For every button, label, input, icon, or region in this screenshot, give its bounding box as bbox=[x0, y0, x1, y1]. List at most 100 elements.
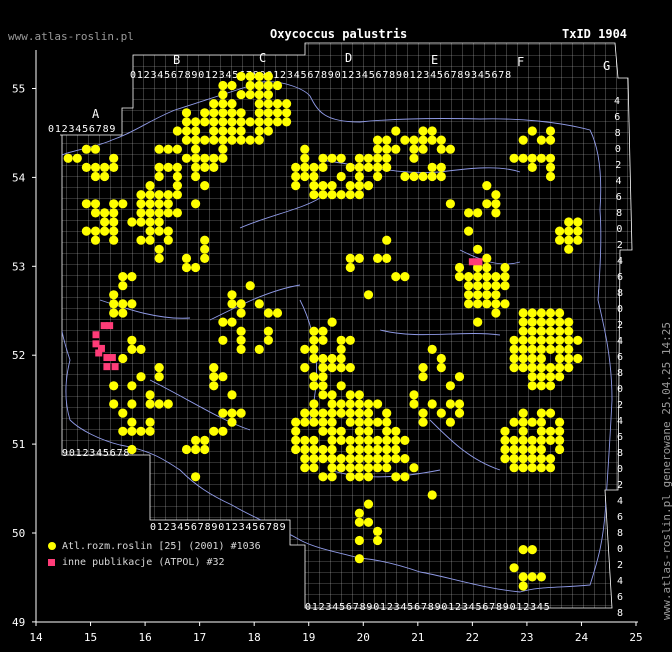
atlas-record-dot bbox=[345, 253, 355, 263]
atlas-record-dot bbox=[218, 144, 228, 154]
atlas-record-dot bbox=[354, 253, 364, 263]
atlas-record-dot bbox=[172, 144, 182, 154]
atlas-record-dot bbox=[500, 426, 510, 436]
atlas-record-dot bbox=[172, 190, 182, 200]
atlas-record-dot bbox=[300, 363, 310, 373]
atlas-record-dot bbox=[573, 335, 583, 345]
y-tick-label: 55 bbox=[12, 83, 25, 96]
atlas-record-dot bbox=[263, 335, 273, 345]
grid-digit: 0 bbox=[617, 384, 623, 395]
atlas-record-dot bbox=[218, 135, 228, 145]
atlas-record-dot bbox=[527, 317, 537, 327]
atlas-record-dot bbox=[163, 399, 173, 409]
other-record-square bbox=[103, 363, 111, 371]
atlas-record-dot bbox=[555, 372, 565, 382]
atlas-record-dot bbox=[373, 171, 383, 182]
atlas-record-dot bbox=[527, 417, 537, 427]
atlas-record-dot bbox=[109, 199, 119, 209]
atlas-record-dot bbox=[545, 408, 556, 418]
atlas-record-dot bbox=[90, 162, 101, 172]
atlas-record-dot bbox=[391, 272, 401, 282]
atlas-record-dot bbox=[327, 317, 337, 327]
grid-letter: E bbox=[431, 53, 438, 67]
atlas-record-dot bbox=[436, 408, 446, 418]
atlas-record-dot bbox=[309, 444, 319, 455]
x-tick-label: 22 bbox=[466, 631, 479, 644]
atlas-record-dot bbox=[555, 435, 565, 445]
atlas-record-dot bbox=[427, 490, 437, 500]
x-tick-label: 23 bbox=[520, 631, 533, 644]
atlas-record-dot bbox=[254, 126, 264, 136]
atlas-record-dot bbox=[200, 244, 210, 254]
x-tick-label: 21 bbox=[411, 631, 424, 644]
atlas-record-dot bbox=[245, 117, 255, 127]
atlas-record-dot bbox=[354, 390, 364, 400]
x-axis-ticks: 14 15 16 17 18 19 20 21 22 23 24 25 bbox=[29, 622, 643, 644]
atlas-record-dot bbox=[318, 417, 328, 427]
grid-letter: C bbox=[259, 51, 266, 65]
generation-stamp: www.atlas-roslin.pl generowane 25.04.25 … bbox=[660, 321, 672, 620]
atlas-record-dot bbox=[209, 162, 219, 172]
grid-digit: 2 bbox=[617, 560, 623, 571]
atlas-record-dot bbox=[473, 317, 483, 327]
atlas-record-dot bbox=[136, 426, 146, 436]
atlas-record-dot bbox=[373, 444, 383, 455]
atlas-record-dot bbox=[263, 126, 273, 136]
atlas-record-dot bbox=[518, 363, 528, 373]
atlas-record-dot bbox=[473, 299, 483, 309]
atlas-record-dot bbox=[227, 126, 237, 136]
atlas-record-dot bbox=[163, 199, 173, 209]
atlas-record-dot bbox=[491, 190, 501, 200]
atlas-record-dot bbox=[254, 135, 264, 145]
atlas-record-dot bbox=[218, 80, 228, 91]
atlas-record-dot bbox=[300, 417, 310, 427]
atlas-record-dot bbox=[109, 381, 119, 391]
atlas-record-dot bbox=[145, 199, 155, 209]
atlas-record-dot bbox=[291, 426, 301, 436]
atlas-record-dot bbox=[363, 444, 374, 455]
atlas-record-dot bbox=[181, 444, 192, 455]
atlas-record-dot bbox=[363, 499, 374, 509]
atlas-record-dot bbox=[445, 399, 455, 409]
atlas-record-dot bbox=[363, 399, 374, 409]
atlas-record-dot bbox=[100, 162, 110, 172]
atlas-record-dot bbox=[564, 363, 574, 373]
atlas-record-dot bbox=[300, 144, 310, 154]
atlas-record-dot bbox=[309, 326, 319, 336]
atlas-record-dot bbox=[536, 344, 547, 354]
atlas-record-dot bbox=[400, 454, 410, 464]
atlas-record-dot bbox=[536, 417, 547, 427]
atlas-record-dot bbox=[518, 463, 528, 473]
atlas-record-dot bbox=[391, 472, 401, 482]
atlas-record-dot bbox=[509, 463, 519, 473]
atlas-record-dot bbox=[391, 426, 401, 436]
atlas-record-dot bbox=[354, 454, 364, 464]
atlas-record-dot bbox=[363, 162, 374, 172]
x-tick-label: 16 bbox=[138, 631, 151, 644]
grid-digit: 6 bbox=[617, 432, 623, 443]
atlas-record-dot bbox=[427, 171, 437, 182]
atlas-record-dot bbox=[309, 335, 319, 345]
atlas-record-dot bbox=[373, 535, 383, 546]
atlas-record-dot bbox=[409, 399, 419, 409]
atlas-record-dot bbox=[209, 363, 219, 373]
atlas-record-dot bbox=[300, 408, 310, 418]
grid-digit: 8 bbox=[617, 368, 623, 379]
atlas-record-dot bbox=[409, 390, 419, 400]
grid-digit: 4 bbox=[617, 576, 623, 587]
x-tick-label: 25 bbox=[629, 631, 642, 644]
atlas-record-dot bbox=[345, 363, 355, 373]
atlas-record-dot bbox=[81, 226, 91, 236]
atlas-record-dot bbox=[236, 344, 246, 354]
atlas-record-dot bbox=[327, 181, 337, 191]
atlas-record-dot bbox=[191, 126, 201, 136]
atlas-record-dot bbox=[436, 353, 446, 364]
atlas-record-dot bbox=[200, 153, 210, 163]
grid-digit-row: 0123456789 bbox=[48, 124, 116, 135]
atlas-record-dot bbox=[509, 563, 519, 573]
atlas-record-dot bbox=[309, 181, 319, 191]
atlas-records bbox=[63, 71, 583, 591]
atlas-record-dot bbox=[373, 153, 383, 163]
atlas-record-dot bbox=[218, 426, 228, 436]
